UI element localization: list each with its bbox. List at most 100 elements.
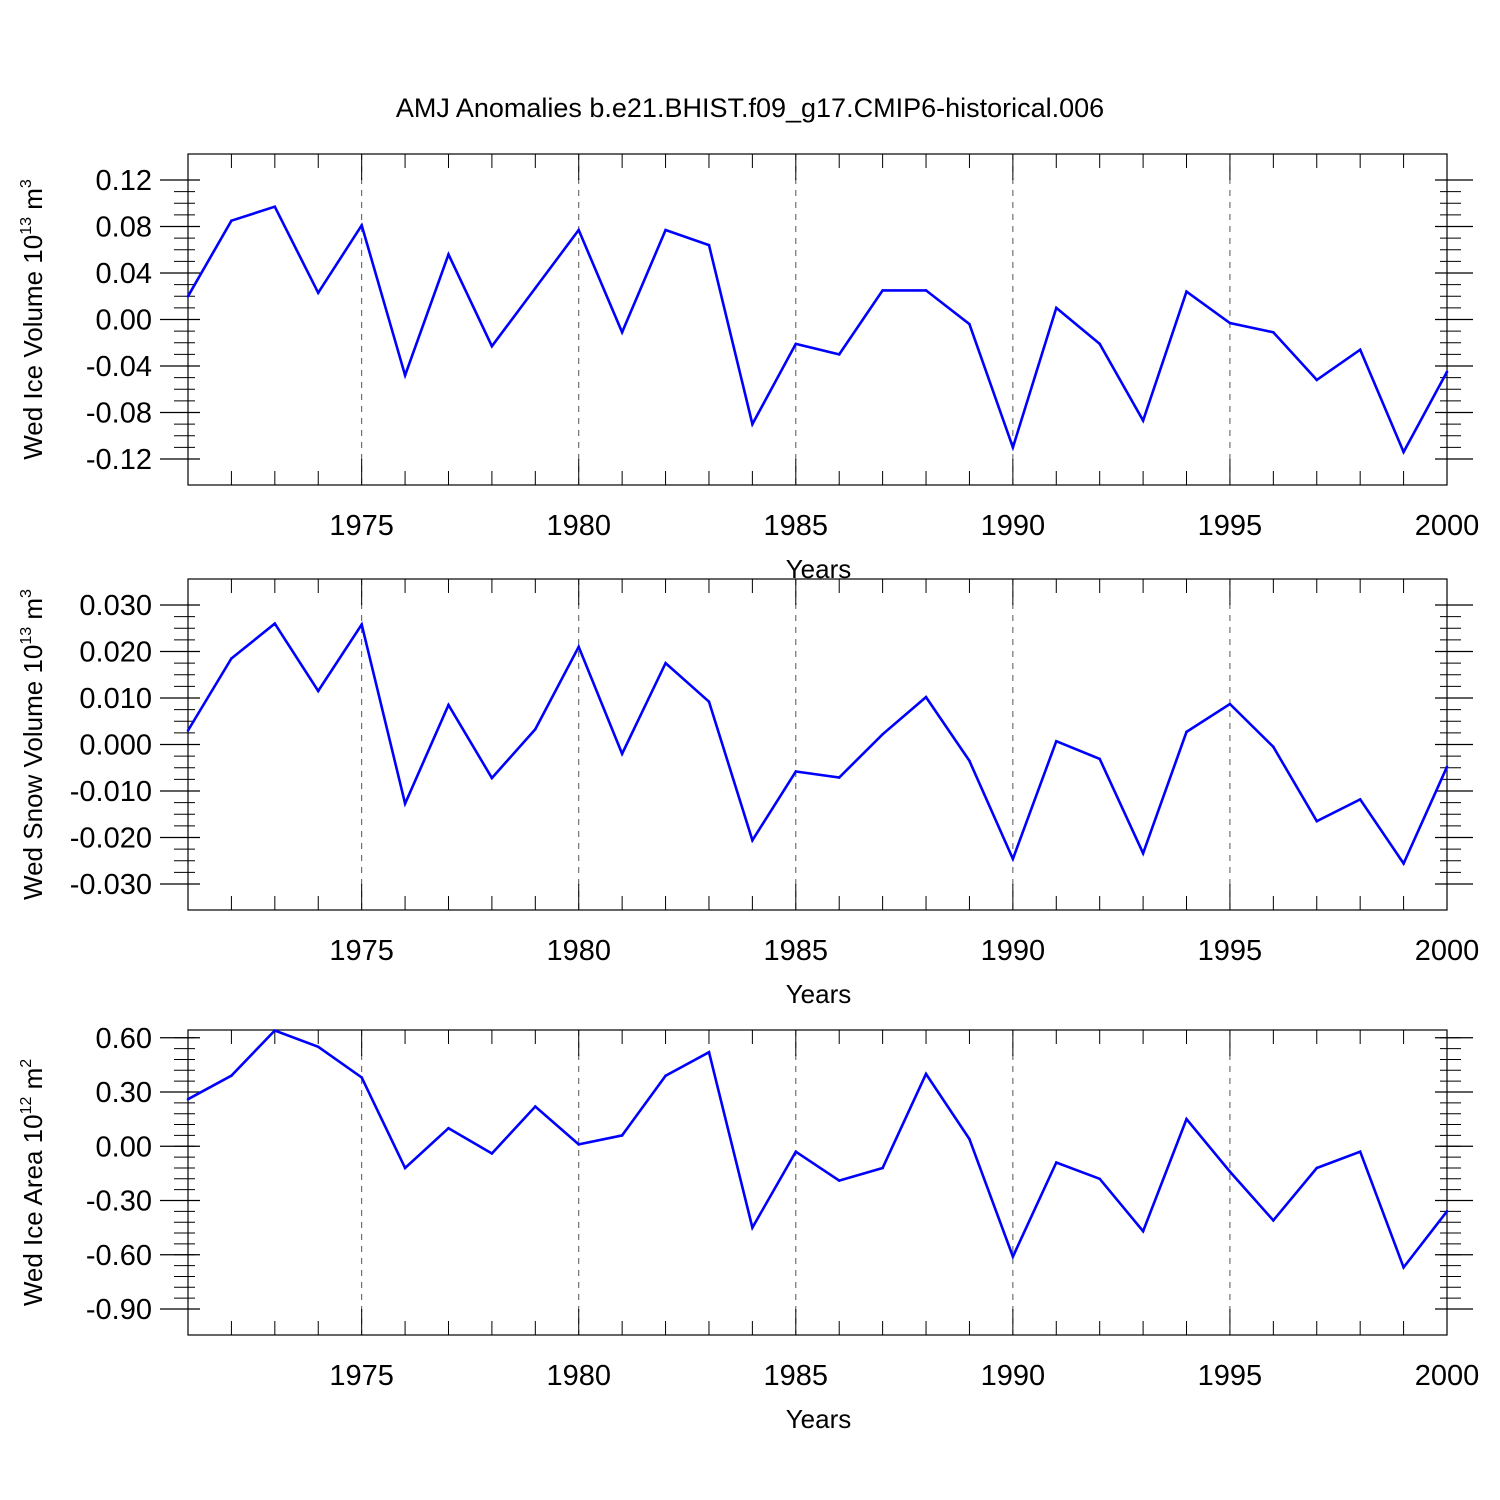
data-point	[1358, 798, 1362, 801]
data-point	[316, 1045, 320, 1049]
data-point	[620, 752, 624, 756]
data-point	[577, 1143, 581, 1146]
x-tick-label: 1975	[329, 510, 394, 542]
data-point	[1185, 1117, 1188, 1121]
y-axis-title-unit-exponent: 3	[18, 589, 35, 598]
data-point	[881, 1166, 884, 1170]
data-point	[707, 1050, 711, 1054]
data-point	[1098, 342, 1101, 346]
y-axis-title-unit: m	[18, 188, 48, 217]
data-point	[1011, 857, 1015, 861]
data-point	[664, 1074, 667, 1078]
x-tick-label: 1975	[329, 935, 394, 967]
data-point	[837, 1179, 841, 1182]
data-point	[1445, 765, 1449, 769]
y-tick-label: 0.010	[79, 683, 152, 715]
data-point	[316, 291, 320, 295]
y-tick-label: 0.00	[96, 1131, 152, 1163]
data-point	[1402, 1266, 1405, 1269]
data-point	[577, 645, 581, 649]
data-point	[360, 623, 363, 626]
data-point	[620, 1134, 624, 1137]
data-point	[924, 695, 928, 699]
y-tick-label: 0.030	[79, 590, 152, 622]
data-point	[1054, 739, 1058, 743]
x-tick-label: 1980	[546, 510, 611, 542]
x-tick-label: 1990	[981, 510, 1046, 542]
data-point	[447, 253, 450, 256]
x-tick-label: 1975	[329, 1360, 394, 1392]
y-axis-title-main: Wed Ice Volume 10	[18, 235, 48, 460]
x-tick-label: 1995	[1198, 935, 1263, 967]
data-point	[620, 330, 624, 334]
data-point	[273, 205, 277, 209]
data-point	[403, 1166, 407, 1170]
data-point	[1315, 378, 1319, 382]
data-point	[230, 219, 233, 222]
y-tick-label: 0.00	[96, 305, 152, 337]
data-point	[316, 689, 320, 693]
x-tick-label: 1985	[764, 1360, 829, 1392]
data-point	[1272, 745, 1275, 749]
y-axis-title-unit-exponent: 2	[18, 1059, 35, 1068]
x-tick-label: 1995	[1198, 510, 1263, 542]
data-point	[1358, 348, 1362, 352]
data-point	[924, 1072, 928, 1076]
data-point	[186, 729, 190, 732]
data-point	[490, 344, 494, 348]
panels-group: -0.12 -0.08 -0.04 0.00 0.04 0.08 0.12 1975 1980 1…	[18, 153, 1479, 1434]
x-tick-label: 1995	[1198, 1360, 1263, 1392]
data-point	[1228, 321, 1232, 325]
data-point	[1272, 1219, 1275, 1222]
series-line	[186, 205, 1449, 455]
y-tick-label: 0.000	[79, 730, 152, 762]
data-point	[1011, 1255, 1015, 1258]
y-tick-label: -0.12	[86, 444, 152, 476]
data-point	[186, 1097, 190, 1101]
data-point	[186, 294, 190, 298]
data-point	[664, 661, 667, 665]
y-axis-title-unit: m	[18, 1068, 48, 1097]
data-point	[230, 1074, 233, 1078]
y-axis-title-exponent: 13	[18, 217, 35, 235]
data-point	[1402, 862, 1405, 865]
y-tick-label: -0.60	[86, 1240, 152, 1272]
data-point	[881, 732, 884, 736]
y-tick-label: -0.04	[86, 351, 152, 383]
data-point	[968, 1137, 971, 1141]
data-point	[403, 802, 407, 805]
data-point	[534, 286, 537, 290]
y-tick-label: -0.020	[70, 823, 152, 855]
x-tick-label: 1980	[546, 1360, 611, 1392]
y-tick-label: -0.010	[70, 776, 152, 808]
data-point	[360, 224, 363, 227]
data-point	[1315, 1166, 1319, 1170]
data-point	[1228, 1170, 1232, 1173]
panel-2: -0.030 -0.020 -0.010 0.000 0.010 0.020 0.030 19…	[18, 578, 1479, 1009]
plot-frame	[187, 1029, 1448, 1336]
y-tick-label: 0.04	[96, 258, 152, 290]
y-tick-label: -0.90	[86, 1294, 152, 1326]
data-point	[794, 342, 798, 346]
data-point	[1185, 730, 1188, 734]
y-tick-label: 0.020	[79, 637, 152, 669]
data-point	[403, 374, 407, 377]
data-point	[881, 289, 884, 292]
figure-title: AMJ Anomalies b.e21.BHIST.f09_g17.CMIP6-…	[396, 93, 1104, 123]
data-point	[230, 657, 233, 660]
data-point	[924, 289, 928, 292]
data-point	[1358, 1150, 1362, 1153]
data-point	[794, 1150, 798, 1153]
data-point	[1141, 1229, 1145, 1233]
y-axis-title-unit-exponent: 3	[18, 179, 35, 188]
data-point	[837, 776, 841, 779]
data-point	[1098, 1177, 1101, 1181]
data-point	[1054, 306, 1058, 310]
panel-3: -0.90 -0.60 -0.30 0.00 0.30 0.60 1975 1980 1985 1…	[18, 1023, 1479, 1434]
data-point	[751, 422, 754, 426]
data-point	[1141, 852, 1145, 855]
data-point	[1445, 1210, 1449, 1213]
data-point	[1054, 1161, 1058, 1164]
y-axis-title-main: Wed Ice Area 10	[18, 1114, 48, 1306]
